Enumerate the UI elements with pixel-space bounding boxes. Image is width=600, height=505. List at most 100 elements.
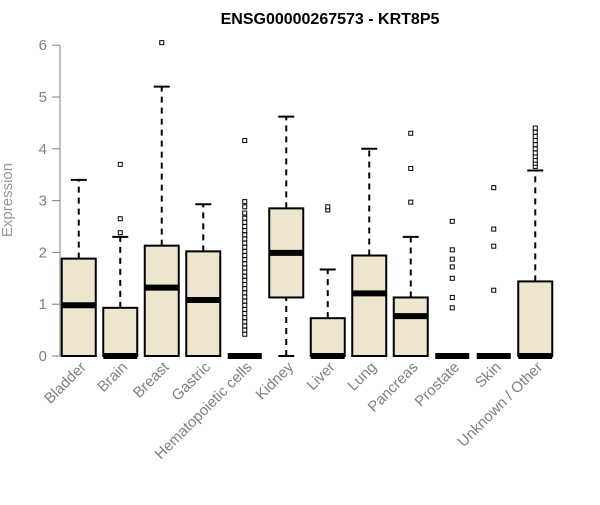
outlier-point xyxy=(449,264,455,270)
outlier-point xyxy=(242,228,248,234)
outlier-point xyxy=(532,146,538,152)
outlier-point xyxy=(532,138,538,144)
y-tick-label: 6 xyxy=(39,37,47,54)
box xyxy=(517,280,554,357)
box xyxy=(143,244,180,357)
outlier-point xyxy=(242,240,248,246)
outlier-point xyxy=(408,165,414,171)
outlier-point xyxy=(491,226,497,232)
outlier-point xyxy=(159,40,165,46)
outlier-point xyxy=(491,287,497,293)
y-tick-label: 5 xyxy=(39,89,47,106)
outlier-point xyxy=(408,199,414,205)
box-group xyxy=(60,178,97,357)
chart-title: ENSG00000267573 - KRT8P5 xyxy=(221,11,440,28)
outlier-point xyxy=(242,319,248,325)
box-group xyxy=(102,161,139,359)
outlier-point xyxy=(449,256,455,262)
outlier-point xyxy=(242,273,248,279)
outlier-point xyxy=(242,138,248,144)
box-group xyxy=(476,185,511,359)
box xyxy=(309,317,346,358)
y-axis-title: Expression xyxy=(0,163,16,237)
outlier-point xyxy=(242,298,248,304)
box-group xyxy=(392,130,429,358)
x-tick-label: Liver xyxy=(304,359,339,394)
outlier-point xyxy=(408,130,414,136)
box-group xyxy=(435,218,470,359)
outlier-point xyxy=(242,331,248,337)
outlier-point xyxy=(242,327,248,333)
box-group xyxy=(309,204,346,359)
y-tick-label: 4 xyxy=(39,141,47,158)
outlier-point xyxy=(242,244,248,250)
x-tick-label: Bladder xyxy=(41,359,90,408)
outlier-point xyxy=(532,142,538,148)
outlier-point xyxy=(242,269,248,275)
outlier-point xyxy=(532,133,538,139)
outlier-point xyxy=(242,311,248,317)
outlier-point xyxy=(117,216,123,222)
box-group xyxy=(185,203,222,357)
outlier-point xyxy=(242,290,248,296)
outlier-point xyxy=(242,323,248,329)
outlier-point xyxy=(491,243,497,249)
outlier-point xyxy=(242,199,248,205)
outlier-point xyxy=(117,230,123,236)
box-group xyxy=(143,40,180,357)
box xyxy=(185,250,222,357)
outlier-point xyxy=(242,257,248,263)
outlier-point xyxy=(491,185,497,191)
box-group xyxy=(227,138,262,359)
outlier-point xyxy=(242,236,248,242)
outlier-point xyxy=(242,302,248,308)
outlier-point xyxy=(242,306,248,312)
box xyxy=(102,306,139,357)
outlier-point xyxy=(242,232,248,238)
box-series xyxy=(60,40,554,359)
x-tick-label: Skin xyxy=(472,359,505,392)
box-group xyxy=(351,147,388,357)
outlier-point xyxy=(449,305,455,311)
y-tick-label: 0 xyxy=(39,348,47,365)
x-tick-label: Prostate xyxy=(412,359,464,411)
outlier-point xyxy=(532,125,538,131)
outlier-point xyxy=(325,204,331,210)
outlier-point xyxy=(449,247,455,253)
x-tick-label: Brain xyxy=(94,359,131,396)
outlier-point xyxy=(242,204,248,210)
outlier-point xyxy=(242,294,248,300)
outlier-point xyxy=(242,265,248,271)
outlier-point xyxy=(449,294,455,300)
x-tick-label: Lung xyxy=(344,359,380,395)
outlier-point xyxy=(242,315,248,321)
outlier-point xyxy=(532,129,538,135)
y-axis: 0 1 2 3 4 5 6 xyxy=(39,37,61,365)
outlier-point xyxy=(242,261,248,267)
outlier-point xyxy=(117,161,123,167)
outlier-point xyxy=(449,218,455,224)
outlier-point xyxy=(242,282,248,288)
box-group xyxy=(517,125,554,359)
x-tick-label: Breast xyxy=(130,358,173,401)
outlier-point xyxy=(242,219,248,225)
box xyxy=(351,254,388,357)
box xyxy=(392,296,429,358)
y-tick-label: 1 xyxy=(39,296,47,313)
outlier-point xyxy=(242,215,248,221)
outlier-point xyxy=(242,248,248,254)
outlier-point xyxy=(242,210,248,216)
x-tick-label: Kidney xyxy=(253,358,298,403)
outlier-point xyxy=(242,253,248,259)
outlier-point xyxy=(242,277,248,283)
box-group xyxy=(268,115,305,357)
outlier-point xyxy=(242,286,248,292)
outlier-point xyxy=(532,150,538,156)
y-tick-label: 3 xyxy=(39,193,47,210)
outlier-point xyxy=(449,275,455,281)
outlier-point xyxy=(242,224,248,229)
y-tick-label: 2 xyxy=(39,244,47,261)
